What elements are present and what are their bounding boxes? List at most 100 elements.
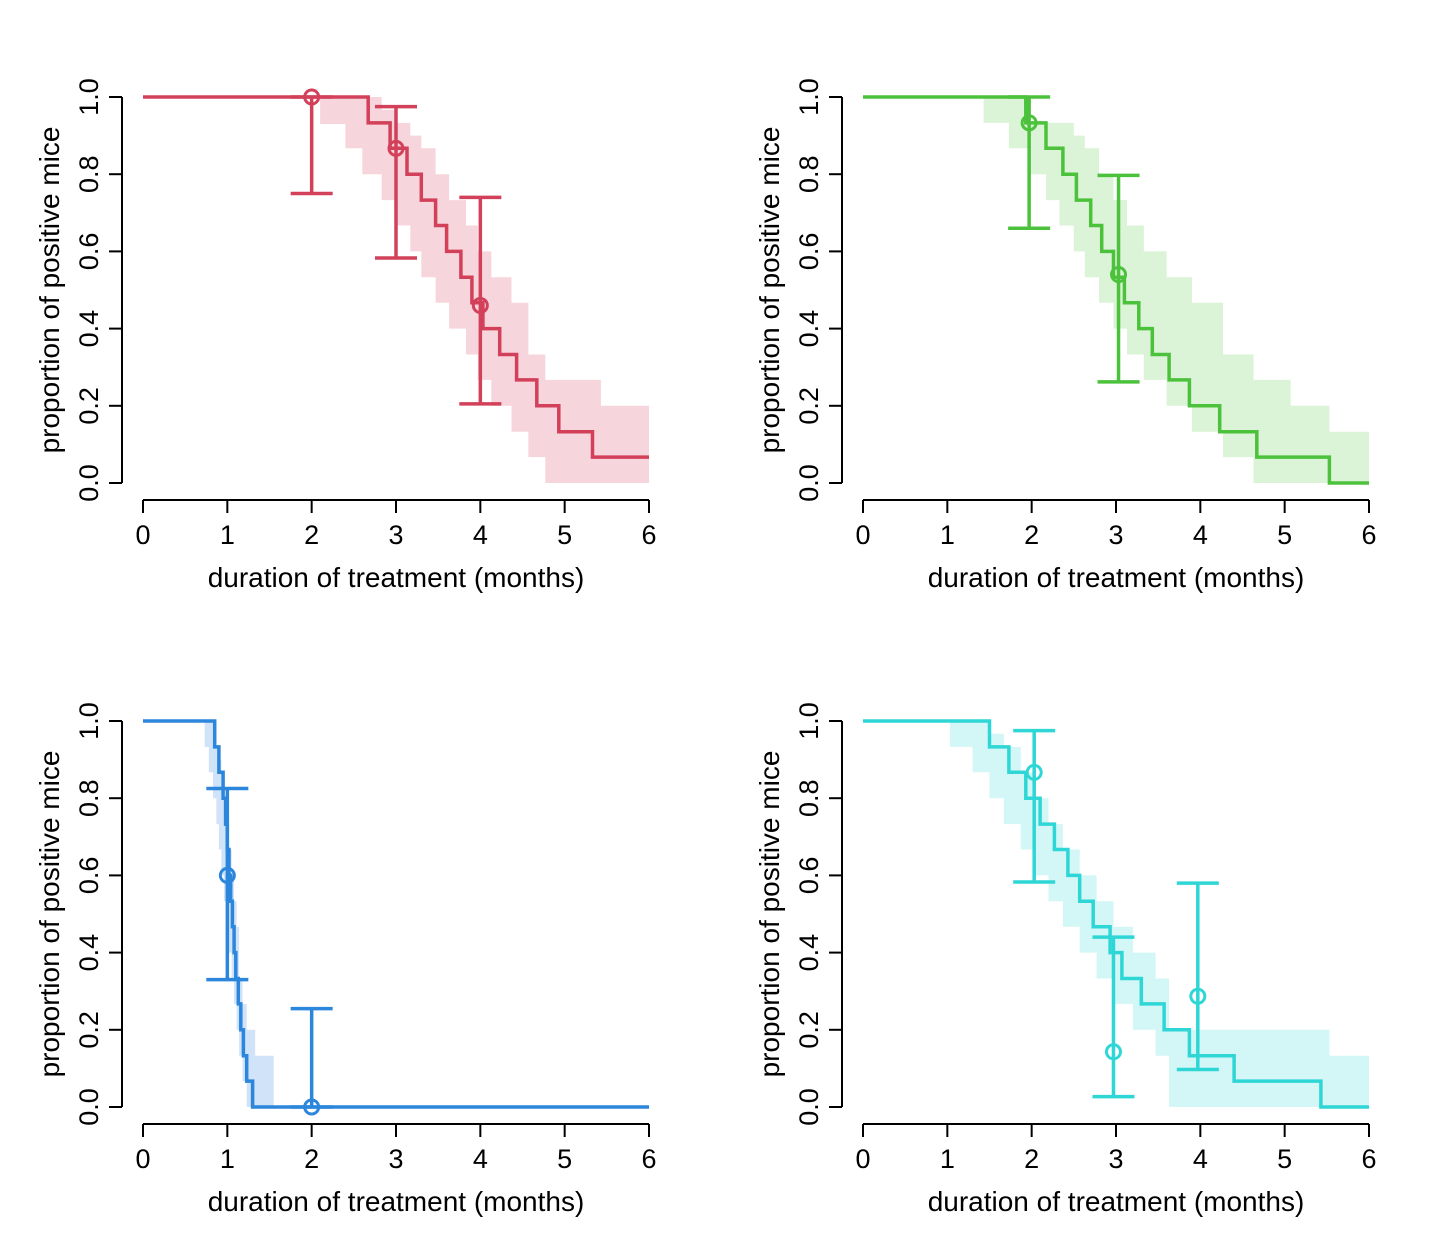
y-axis-label: proportion of positive mice	[754, 751, 785, 1078]
y-tick-label: 0.4	[74, 934, 104, 972]
x-tick-label: 4	[1193, 1144, 1208, 1174]
point-marker	[1189, 987, 1207, 1005]
chart-panel-2: 0 1 2 3 4 5 6 duration of treatment (months) 0.0…	[754, 78, 1377, 593]
y-tick-label: 0.0	[74, 464, 104, 502]
x-tick-label: 1	[220, 1144, 235, 1174]
point-marker	[387, 139, 405, 157]
x-axis: 0 1 2 3 4 5 6 duration of treatment (months)	[855, 499, 1377, 593]
x-tick-label: 5	[1277, 520, 1292, 550]
y-tick-label: 0.6	[74, 233, 104, 271]
observation-point-3	[1176, 881, 1219, 1072]
x-axis-label: duration of treatment (months)	[928, 562, 1305, 593]
chart-panel-1: 0 1 2 3 4 5 6 duration of treatment (months) 0.0…	[34, 78, 657, 593]
confidence-band	[143, 97, 649, 483]
y-tick-label: 1.0	[794, 702, 824, 740]
x-tick-label: 5	[557, 1144, 572, 1174]
x-tick-label: 0	[855, 1144, 870, 1174]
x-tick-label: 4	[473, 520, 488, 550]
confidence-band	[863, 97, 1369, 483]
y-tick-label: 0.2	[74, 1011, 104, 1049]
point-marker	[1025, 763, 1043, 781]
point-marker	[1020, 114, 1038, 132]
x-axis: 0 1 2 3 4 5 6 duration of treatment (months)	[855, 1123, 1377, 1217]
observation-point-2	[1092, 935, 1135, 1099]
observation-point-1	[290, 88, 333, 196]
y-tick-label: 1.0	[794, 78, 824, 116]
y-tick-label: 0.6	[794, 857, 824, 895]
survival-curve	[863, 95, 1369, 485]
point-marker	[303, 1098, 321, 1116]
point-marker	[303, 88, 321, 106]
y-tick-label: 0.6	[794, 233, 824, 271]
y-axis: 0.0 0.2 0.4 0.6 0.8 1.0 proportion of positive…	[754, 702, 843, 1126]
x-tick-label: 0	[135, 1144, 150, 1174]
chart-panel-4: 0 1 2 3 4 5 6 duration of treatment (months) 0.0…	[754, 702, 1377, 1217]
survival-curve	[143, 719, 649, 1109]
observation-point-1	[1008, 95, 1051, 230]
y-axis: 0.0 0.2 0.4 0.6 0.8 1.0 proportion of positive…	[34, 78, 123, 502]
y-axis-label: proportion of positive mice	[34, 127, 65, 454]
point-marker	[1110, 266, 1128, 284]
y-tick-label: 0.8	[794, 155, 824, 193]
y-axis: 0.0 0.2 0.4 0.6 0.8 1.0 proportion of positive…	[34, 702, 123, 1126]
y-tick-label: 0.4	[794, 934, 824, 972]
y-tick-label: 0.8	[74, 779, 104, 817]
x-tick-label: 6	[641, 1144, 656, 1174]
x-axis-label: duration of treatment (months)	[928, 1186, 1305, 1217]
x-axis: 0 1 2 3 4 5 6 duration of treatment (months)	[135, 1123, 657, 1217]
x-tick-label: 5	[1277, 1144, 1292, 1174]
survival-curve	[863, 719, 1369, 1109]
observation-point-1	[206, 786, 249, 982]
x-tick-label: 2	[304, 520, 319, 550]
y-tick-label: 0.2	[794, 387, 824, 425]
point-marker	[218, 866, 236, 884]
x-tick-label: 1	[940, 1144, 955, 1174]
x-tick-label: 3	[1108, 520, 1123, 550]
y-tick-label: 0.0	[794, 464, 824, 502]
y-axis: 0.0 0.2 0.4 0.6 0.8 1.0 proportion of positive…	[754, 78, 843, 502]
observation-point-3	[459, 195, 502, 406]
point-marker	[471, 296, 489, 314]
y-tick-label: 1.0	[74, 702, 104, 740]
point-marker	[1104, 1043, 1122, 1061]
x-tick-label: 6	[641, 520, 656, 550]
y-tick-label: 0.8	[74, 155, 104, 193]
y-tick-label: 1.0	[74, 78, 104, 116]
observation-point-2	[375, 104, 417, 260]
y-tick-label: 0.2	[74, 387, 104, 425]
observation-point-2	[1097, 173, 1140, 384]
observation-point-2	[290, 1006, 333, 1116]
x-tick-label: 3	[1108, 1144, 1123, 1174]
y-tick-label: 0.4	[794, 310, 824, 348]
x-axis: 0 1 2 3 4 5 6 duration of treatment (months)	[135, 499, 657, 593]
confidence-band	[863, 721, 1369, 1107]
observation-point-1	[1013, 728, 1056, 884]
confidence-band	[143, 721, 649, 1107]
x-tick-label: 1	[940, 520, 955, 550]
x-tick-label: 6	[1361, 520, 1376, 550]
y-tick-label: 0.6	[74, 857, 104, 895]
y-axis-label: proportion of positive mice	[754, 127, 785, 454]
y-tick-label: 0.4	[74, 310, 104, 348]
x-tick-label: 3	[388, 1144, 403, 1174]
x-tick-label: 5	[557, 520, 572, 550]
x-tick-label: 4	[1193, 520, 1208, 550]
x-tick-label: 4	[473, 1144, 488, 1174]
y-tick-label: 0.8	[794, 779, 824, 817]
x-tick-label: 1	[220, 520, 235, 550]
x-tick-label: 0	[855, 520, 870, 550]
y-tick-label: 0.2	[794, 1011, 824, 1049]
chart-panel-3: 0 1 2 3 4 5 6 duration of treatment (months) 0.0…	[34, 702, 657, 1217]
y-tick-label: 0.0	[794, 1088, 824, 1126]
x-tick-label: 0	[135, 520, 150, 550]
x-tick-label: 6	[1361, 1144, 1376, 1174]
x-axis-label: duration of treatment (months)	[208, 562, 585, 593]
y-tick-label: 0.0	[74, 1088, 104, 1126]
x-tick-label: 3	[388, 520, 403, 550]
x-tick-label: 2	[1024, 520, 1039, 550]
x-tick-label: 2	[304, 1144, 319, 1174]
y-axis-label: proportion of positive mice	[34, 751, 65, 1078]
x-axis-label: duration of treatment (months)	[208, 1186, 585, 1217]
x-tick-label: 2	[1024, 1144, 1039, 1174]
